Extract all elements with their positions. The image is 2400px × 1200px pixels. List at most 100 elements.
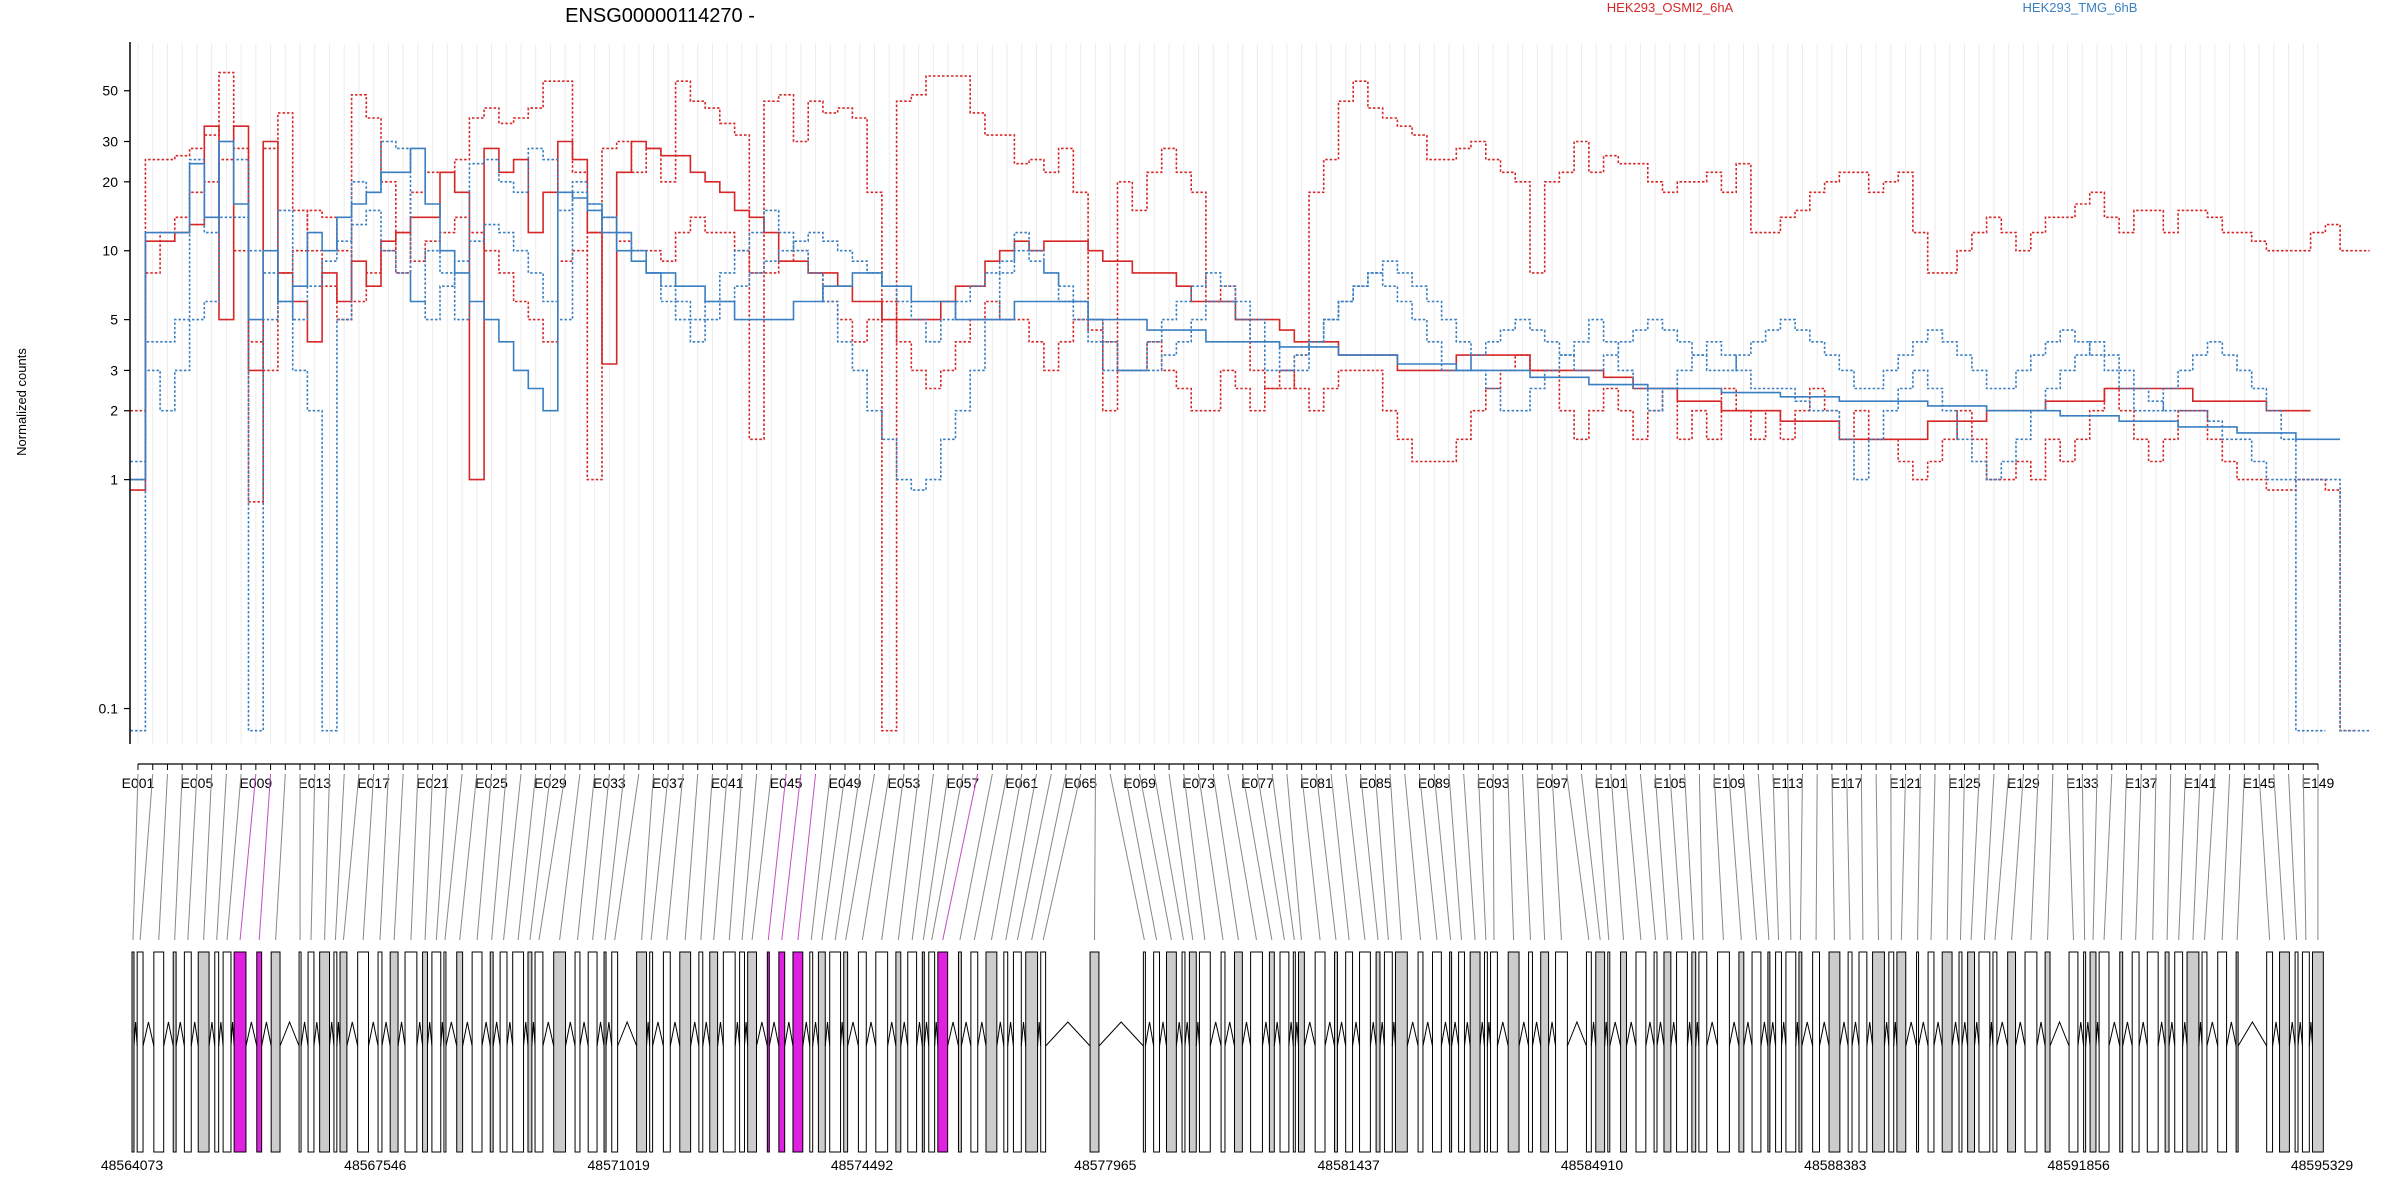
exon-block [377, 951, 383, 1153]
genomic-tick-label: 48564073 [101, 1157, 164, 1173]
exon-connector [2067, 773, 2074, 941]
y-tick-label: 5 [110, 312, 118, 328]
intron-line [1336, 1021, 1347, 1047]
y-tick-label: 30 [102, 134, 118, 150]
intron-line [2085, 1021, 2091, 1047]
intron-line [2157, 1021, 2166, 1047]
exon-connector [1713, 773, 1724, 941]
exon-connector [1536, 773, 1546, 941]
exon-connector [203, 773, 213, 941]
intron-line [840, 1021, 845, 1047]
intron-line [1241, 1021, 1252, 1047]
intron-line [416, 1021, 424, 1047]
exon-block [739, 951, 745, 1153]
exon-tick-label: E085 [1359, 775, 1392, 791]
exon-connector [362, 773, 375, 941]
intron-line [824, 1021, 831, 1047]
intron-line [960, 1021, 972, 1047]
exon-block [1142, 951, 1146, 1153]
exon-tick-label: E009 [239, 775, 272, 791]
exon-block [2174, 951, 2184, 1153]
intron-line [996, 1021, 1005, 1047]
exon-connector [1728, 773, 1742, 941]
exon-block [404, 951, 418, 1153]
intron-line [1961, 1021, 1969, 1047]
exon-connector [2103, 773, 2113, 941]
exon-block [662, 951, 671, 1153]
exon-block [456, 951, 464, 1153]
intron-line [245, 1021, 258, 1047]
intron-line [346, 1021, 359, 1047]
exon-block [1927, 951, 1935, 1153]
exon-connector [226, 773, 242, 941]
exon-connector [821, 773, 846, 941]
exon-connector [2236, 773, 2245, 941]
exon-connector [1404, 773, 1422, 941]
exon-connector [2011, 773, 2024, 941]
exon-block [2201, 951, 2208, 1153]
exon-block [2235, 951, 2239, 1153]
exon-connector [1799, 773, 1803, 941]
genomic-tick-label: 48571019 [588, 1157, 651, 1173]
exon-block [875, 951, 889, 1153]
exon-block [1528, 951, 1533, 1153]
intron-line [1760, 1021, 1769, 1047]
exon-tick-label: E005 [181, 775, 214, 791]
exon-connector [1684, 773, 1695, 941]
intron-line [1273, 1021, 1281, 1047]
exon-connector [310, 773, 316, 941]
intron-line [1496, 1021, 1509, 1047]
intron-line [426, 1021, 433, 1047]
exon-connector [559, 773, 581, 941]
exon-connector [604, 773, 625, 941]
y-tick-label: 20 [102, 174, 118, 190]
exon-block [1431, 951, 1442, 1153]
intron-line [1352, 1021, 1361, 1047]
intron-line [847, 1021, 859, 1047]
exon-connector [1492, 773, 1495, 941]
exon-connector [1463, 773, 1476, 941]
intron-line [1695, 1021, 1700, 1047]
intron-line [300, 1021, 309, 1047]
intron-line [1391, 1021, 1396, 1047]
exon-tick-label: E025 [475, 775, 508, 791]
exon-block [183, 951, 192, 1153]
exon-connector [931, 773, 964, 941]
exon-connector [1507, 773, 1515, 941]
exon-block [1297, 951, 1305, 1153]
intron-line [1686, 1021, 1693, 1047]
intron-line [1175, 1021, 1183, 1047]
intron-line [717, 1021, 724, 1047]
exon-connector [1959, 773, 1965, 941]
exon-connector [1610, 773, 1625, 941]
exon-block [1490, 951, 1498, 1153]
exon-block [1153, 951, 1161, 1153]
intron-line [900, 1021, 909, 1047]
intron-line [1566, 1020, 1587, 1047]
exon-connector [2258, 773, 2271, 941]
exon-block [1375, 951, 1381, 1153]
exon-block [1798, 951, 1803, 1153]
exon-block [2098, 951, 2110, 1153]
exon-block [985, 951, 998, 1153]
exon-tick-label: E041 [711, 775, 744, 791]
intron-line [2036, 1021, 2046, 1047]
intron-line [579, 1021, 589, 1047]
exon-block [1383, 951, 1393, 1153]
intron-line [865, 1021, 877, 1047]
exon-block [895, 951, 902, 1153]
exon-block [1967, 951, 1976, 1153]
exon-block [1220, 951, 1226, 1153]
exon-block [431, 951, 442, 1153]
series-line-3 [130, 140, 2370, 732]
intron-line [2138, 1021, 2148, 1047]
exon-block [574, 951, 581, 1153]
intron-line [397, 1021, 406, 1047]
intron-line [2288, 1021, 2296, 1047]
exon-block [698, 951, 704, 1153]
exon-connector [1153, 773, 1184, 941]
intron-line [2272, 1021, 2281, 1047]
exon-connector [881, 773, 905, 941]
exon-connector [1031, 773, 1067, 941]
intron-line [784, 1021, 794, 1047]
